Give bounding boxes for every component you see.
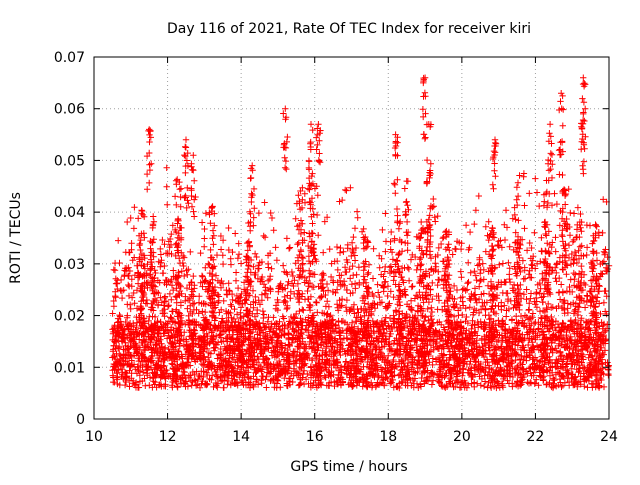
plot-frame: [93, 56, 610, 420]
x-tick-label: 24: [600, 429, 618, 445]
grid-lines: [94, 57, 609, 419]
y-tick-label: 0.06: [54, 102, 85, 118]
x-tick-label: 20: [453, 429, 471, 445]
x-axis-label: GPS time / hours: [290, 459, 407, 475]
tick-labels: 10 12 14 16 18 20 22 24 0 0.01 0.02 0.03 0.04 0.05 0.0…: [54, 50, 618, 445]
x-tick-label: 14: [232, 429, 250, 445]
y-axis-label: ROTI / TECUs: [8, 192, 24, 284]
x-tick-label: 12: [159, 429, 177, 445]
x-tick-label: 18: [379, 429, 397, 445]
y-tick-label: 0.01: [54, 360, 85, 376]
y-tick-label: 0.07: [54, 50, 85, 66]
x-tick-label: 22: [527, 429, 545, 445]
y-tick-label: 0: [76, 412, 85, 428]
y-tick-label: 0.04: [54, 205, 85, 221]
chart-title: Day 116 of 2021, Rate Of TEC Index for r…: [167, 21, 531, 37]
y-tick-label: 0.05: [54, 153, 85, 169]
axis-ticks: [93, 56, 610, 420]
roti-series-markers: [109, 74, 613, 392]
data-points: [109, 74, 613, 392]
x-tick-label: 16: [306, 429, 324, 445]
y-tick-label: 0.02: [54, 309, 85, 325]
x-tick-label: 10: [85, 429, 103, 445]
y-tick-label: 0.03: [54, 257, 85, 273]
